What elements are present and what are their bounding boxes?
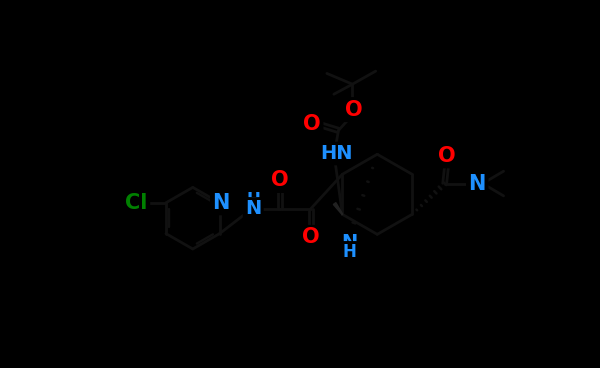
Text: O: O [302,227,319,247]
Text: O: O [345,100,363,120]
Text: O: O [304,114,321,134]
Text: N: N [245,199,262,219]
Polygon shape [334,203,343,215]
Text: Cl: Cl [125,193,148,213]
Text: HN: HN [320,144,352,163]
Text: N: N [341,233,358,252]
Text: N: N [212,193,230,213]
Text: O: O [438,146,456,166]
Text: O: O [271,170,289,191]
Text: N: N [469,174,486,194]
Text: H: H [247,191,260,209]
Text: H: H [343,243,356,261]
